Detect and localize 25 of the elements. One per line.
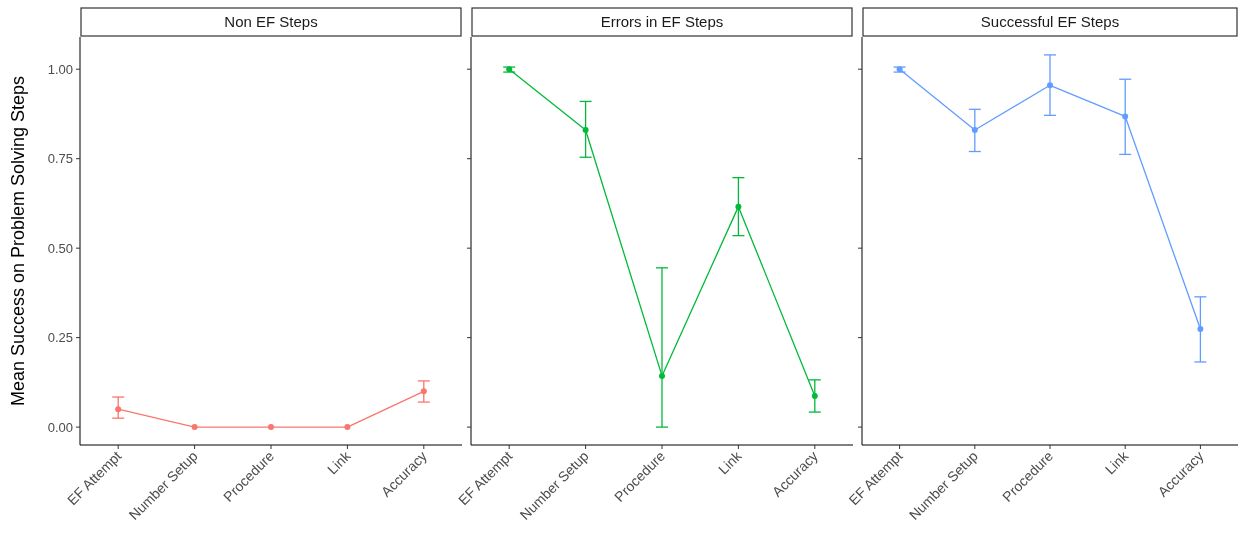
point [735, 203, 742, 210]
y-tick-label: 0.50 [47, 240, 73, 256]
point [420, 388, 427, 395]
point [115, 406, 122, 413]
point [811, 392, 818, 399]
y-tick-label: 0.75 [47, 151, 73, 167]
x-tick-label: Link [324, 447, 355, 478]
point [971, 127, 978, 134]
chart-title: Errors in EF Steps [600, 13, 724, 30]
chart-title: Successful EF Steps [980, 13, 1120, 30]
x-tick-label: Link [715, 447, 746, 478]
x-tick-label: Link [1101, 447, 1133, 478]
point [1047, 82, 1053, 89]
chart-title: Non EF Steps [224, 13, 318, 30]
y-tick-label: 1.00 [47, 61, 73, 77]
point [268, 424, 274, 431]
point [344, 424, 351, 431]
y-tick-label: 0.00 [47, 419, 73, 435]
point [582, 127, 589, 134]
y-tick-label: 0.25 [47, 330, 73, 346]
point [659, 372, 665, 379]
point [191, 424, 198, 431]
point [1122, 113, 1129, 120]
y-axis-title: Mean Success on Problem Solving Steps [8, 75, 28, 407]
point [1197, 326, 1204, 333]
